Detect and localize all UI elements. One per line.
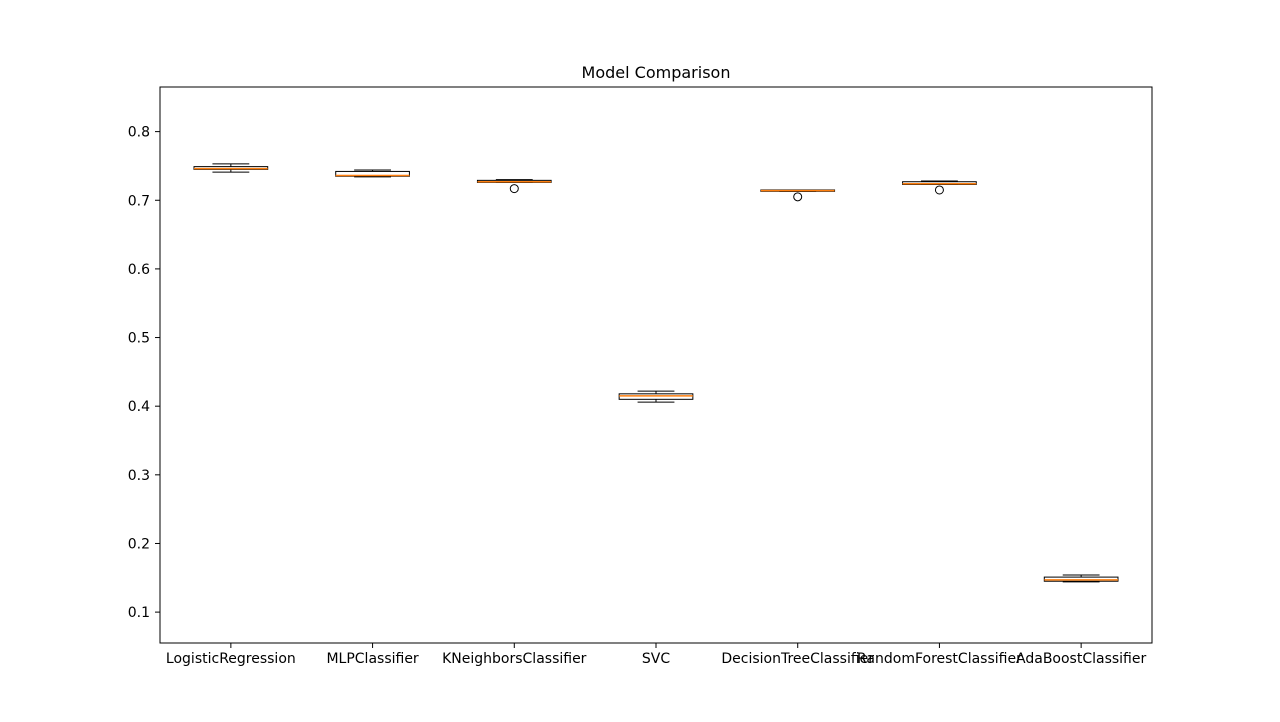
box-MLPClassifier xyxy=(335,169,410,178)
box-DecisionTreeClassifier xyxy=(760,189,836,202)
outlier-point xyxy=(793,192,803,202)
x-tick-label: LogisticRegression xyxy=(166,651,296,667)
outlier-point xyxy=(509,184,519,194)
x-tick-label: RandomForestClassifier xyxy=(857,651,1022,667)
x-tick-label: KNeighborsClassifier xyxy=(442,651,587,667)
y-tick-label: 0.8 xyxy=(128,125,150,141)
x-tick-label: DecisionTreeClassifier xyxy=(721,651,874,667)
box-KNeighborsClassifier xyxy=(476,179,552,194)
y-tick-label: 0.1 xyxy=(128,605,150,621)
chart-title: Model Comparison xyxy=(582,63,731,82)
outlier-point xyxy=(934,185,944,195)
box-RandomForestClassifier xyxy=(902,180,977,195)
y-tick-label: 0.2 xyxy=(128,536,150,552)
x-tick-label: AdaBoostClassifier xyxy=(1016,651,1146,667)
plot-frame xyxy=(159,86,1153,644)
plot-area: 0.1 0.2 0.3 0.4 0.5 0.6 0.7 0.8 LogisticRegressi… xyxy=(128,125,1147,667)
x-tick-label: SVC xyxy=(642,651,670,667)
box-SVC xyxy=(618,390,694,403)
y-tick-label: 0.5 xyxy=(128,331,150,347)
y-tick-label: 0.3 xyxy=(128,468,150,484)
y-tick-label: 0.7 xyxy=(128,193,150,209)
box-LogisticRegression xyxy=(193,163,269,173)
box-AdaBoostClassifier xyxy=(1043,574,1119,583)
y-tick-label: 0.4 xyxy=(128,399,150,415)
x-tick-label: MLPClassifier xyxy=(326,651,418,667)
y-tick-label: 0.6 xyxy=(128,262,150,278)
